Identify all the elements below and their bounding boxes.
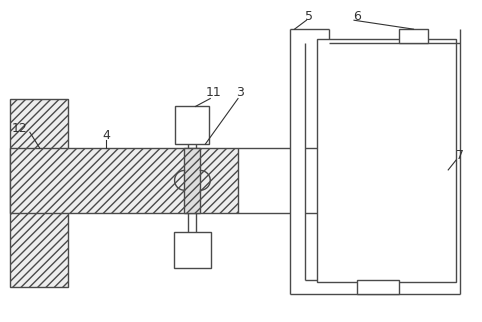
Bar (317, 39, 456, 282)
Bar (174, 232, 211, 268)
Text: 7: 7 (456, 148, 464, 162)
Text: 4: 4 (102, 129, 110, 142)
Text: 11: 11 (205, 86, 221, 99)
Text: 3: 3 (236, 86, 244, 99)
Bar (10, 99, 67, 287)
Text: 6: 6 (353, 10, 361, 23)
Bar (399, 29, 428, 43)
Bar (185, 148, 201, 213)
Bar (174, 107, 209, 144)
Bar (10, 148, 238, 213)
Text: 12: 12 (12, 122, 28, 135)
Text: 5: 5 (306, 10, 313, 23)
Bar (357, 280, 399, 294)
